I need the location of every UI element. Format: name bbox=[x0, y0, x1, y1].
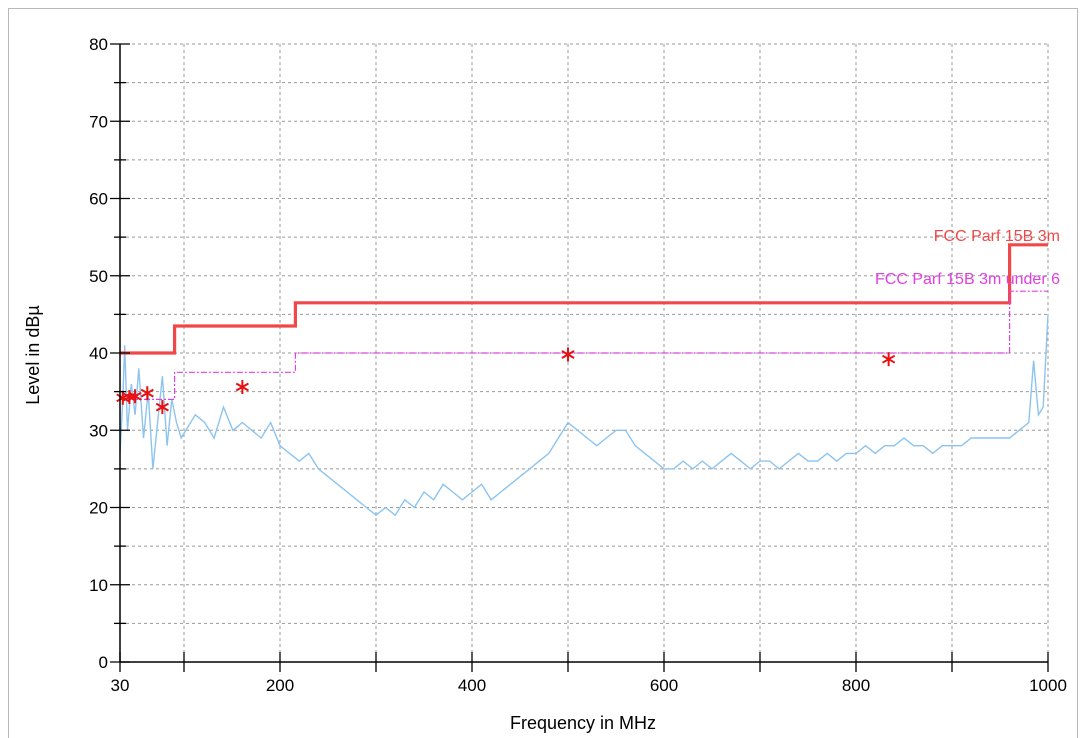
peak-marker-stroke bbox=[140, 388, 154, 398]
peak-marker bbox=[561, 347, 575, 362]
peak-marker bbox=[235, 379, 249, 394]
y-tick-label: 0 bbox=[99, 653, 108, 672]
y-tick-label: 10 bbox=[89, 576, 108, 595]
peak-marker-stroke bbox=[561, 350, 575, 359]
x-tick-label: 30 bbox=[111, 676, 130, 695]
y-tick-label: 30 bbox=[89, 421, 108, 440]
legend-label-limit: FCC Parf 15B 3m bbox=[934, 228, 1060, 245]
chart-frame bbox=[8, 8, 1078, 738]
y-tick-label: 40 bbox=[89, 344, 108, 363]
y-tick-label: 50 bbox=[89, 267, 108, 286]
peak-markers bbox=[116, 347, 896, 415]
axes bbox=[110, 43, 1049, 672]
y-tick-label: 80 bbox=[89, 35, 108, 54]
legend: FCC Parf 15B 3m FCC Parf 15B 3m under 6 bbox=[875, 228, 1060, 288]
spectrum-trace bbox=[119, 314, 1049, 517]
y-tick-label: 70 bbox=[89, 112, 108, 131]
series-layer bbox=[119, 243, 1049, 517]
tick-labels: 0 10 20 30 40 50 60 70 80 30 200 400 600 800 1000 bbox=[89, 35, 1067, 695]
x-axis-title: Frequency in MHz bbox=[510, 713, 656, 733]
grid bbox=[120, 43, 1049, 662]
peak-marker bbox=[128, 389, 142, 404]
peak-marker-stroke bbox=[882, 354, 896, 364]
y-tick-label: 20 bbox=[89, 499, 108, 518]
x-tick-label: 200 bbox=[266, 676, 294, 695]
limit-line-under bbox=[120, 290, 1048, 400]
peak-marker-stroke bbox=[128, 391, 142, 401]
limit-line bbox=[120, 243, 1048, 355]
y-tick-label: 60 bbox=[89, 190, 108, 209]
y-axis-title: Level in dBµ bbox=[23, 305, 43, 404]
legend-label-limit-under: FCC Parf 15B 3m under 6 bbox=[875, 271, 1060, 288]
peak-marker-stroke bbox=[155, 402, 169, 412]
x-tick-label: 1000 bbox=[1029, 676, 1067, 695]
peak-marker bbox=[155, 400, 169, 415]
x-tick-label: 600 bbox=[650, 676, 678, 695]
x-tick-label: 800 bbox=[842, 676, 870, 695]
peak-marker bbox=[882, 352, 896, 367]
x-tick-label: 400 bbox=[458, 676, 486, 695]
peak-marker bbox=[140, 386, 154, 401]
peak-marker-stroke bbox=[235, 382, 249, 392]
